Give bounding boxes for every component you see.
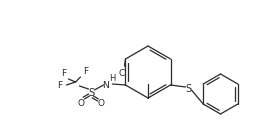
Text: O: O — [78, 99, 85, 108]
Text: F: F — [61, 70, 66, 79]
Text: S: S — [186, 84, 192, 94]
Text: Cl: Cl — [118, 68, 127, 78]
Text: H: H — [109, 74, 116, 83]
Text: F: F — [57, 80, 62, 90]
Text: S: S — [88, 88, 94, 98]
Text: F: F — [83, 67, 88, 76]
Text: N: N — [102, 80, 109, 90]
Text: O: O — [98, 99, 105, 108]
